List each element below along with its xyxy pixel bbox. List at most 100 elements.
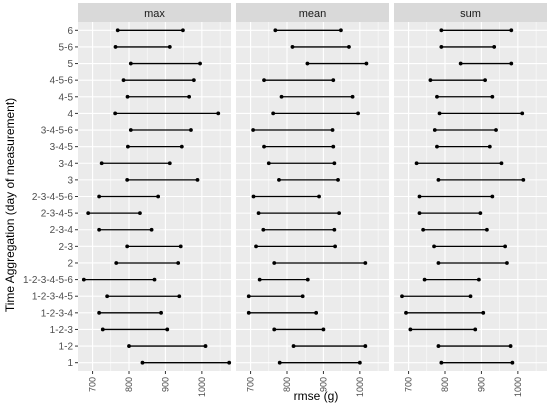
facet-label: sum [460, 8, 481, 20]
max-point [499, 161, 504, 166]
min-point [436, 177, 441, 182]
max-point [331, 78, 336, 83]
min-point [408, 327, 413, 332]
max-point [508, 344, 513, 348]
x-tick-label: 700 [88, 377, 98, 392]
min-point [127, 344, 131, 348]
max-point [476, 277, 481, 282]
y-tick-label: 4 [67, 109, 73, 120]
max-point [509, 61, 514, 66]
min-point [439, 45, 444, 49]
y-tick-label: 2-3-4-5-6 [32, 192, 74, 203]
max-point [321, 327, 326, 332]
facet-label: max [144, 8, 165, 20]
min-point [97, 310, 102, 315]
max-point [330, 128, 335, 132]
min-point [140, 360, 145, 365]
min-point [428, 78, 433, 83]
min-point [421, 227, 426, 232]
max-point [494, 128, 498, 132]
min-point [272, 327, 277, 332]
facet-strip-sum [394, 3, 547, 22]
max-point [339, 28, 343, 33]
max-point [191, 78, 196, 83]
min-point [458, 61, 463, 66]
max-point [181, 28, 185, 33]
min-point [291, 344, 296, 348]
y-axis-title: Time Aggregation (day of measurement) [3, 98, 17, 312]
min-point [435, 144, 439, 149]
x-tick-label: 900 [160, 377, 170, 392]
max-point [314, 310, 319, 315]
y-tick-label: 5 [67, 59, 73, 70]
min-point [115, 28, 120, 33]
min-point [432, 128, 437, 132]
min-point [436, 261, 441, 265]
min-point [257, 277, 262, 282]
min-point [125, 177, 130, 182]
min-point [437, 111, 442, 116]
min-point [121, 78, 126, 83]
min-point [404, 310, 408, 315]
max-point [347, 45, 351, 49]
max-point [177, 294, 182, 299]
max-point [317, 194, 321, 199]
y-tick-label: 1-2-3 [50, 325, 74, 336]
y-tick-label: 3-4-5 [50, 142, 74, 153]
x-tick-label: 800 [440, 377, 450, 392]
y-tick-label: 1-2-3-4-5-6 [23, 275, 73, 286]
min-point [128, 128, 133, 132]
min-point [305, 61, 310, 66]
axes: 700 800 900 1000 700 800 900 1000 700 800 900 1000 1… [23, 26, 523, 397]
min-point [251, 128, 256, 132]
y-tick-label: 2 [67, 258, 73, 269]
max-point [509, 28, 514, 33]
max-point [483, 78, 487, 83]
max-point [149, 227, 154, 232]
facet-strip-mean [236, 3, 389, 22]
min-point [271, 111, 276, 116]
max-point [300, 294, 305, 299]
max-point [492, 45, 497, 49]
max-point [227, 360, 232, 365]
max-point [176, 261, 181, 265]
min-point [81, 277, 86, 282]
max-point [357, 360, 362, 365]
min-point [100, 327, 105, 332]
max-point [167, 45, 172, 49]
y-tick-label: 2-3-4 [50, 225, 74, 236]
min-point [114, 261, 119, 265]
min-point [414, 161, 419, 166]
max-point [332, 161, 337, 166]
y-tick-label: 3 [67, 175, 73, 186]
y-tick-label: 4-5 [59, 92, 74, 103]
min-point [261, 227, 266, 232]
x-tick-label: 900 [476, 377, 486, 392]
max-point [305, 277, 310, 282]
max-point [336, 177, 340, 182]
max-point [363, 261, 368, 265]
min-point [439, 360, 444, 365]
y-tick-label: 1-2-3-4 [41, 308, 74, 319]
max-point [478, 211, 483, 216]
min-point [436, 344, 441, 348]
max-point [521, 177, 526, 182]
max-point [505, 261, 509, 265]
y-tick-label: 2-3-4-5 [41, 209, 74, 220]
min-point [279, 94, 284, 99]
max-point [350, 94, 355, 99]
max-point [167, 161, 172, 166]
max-point [156, 194, 161, 199]
y-tick-label: 6 [67, 26, 73, 37]
max-point [510, 360, 515, 365]
max-point [152, 277, 157, 282]
max-point [364, 61, 369, 66]
facet-strips: max mean sum [78, 3, 547, 22]
min-point [266, 161, 271, 166]
y-tick-label: 1-2 [59, 342, 74, 353]
max-point [198, 61, 202, 66]
min-point [417, 211, 422, 216]
max-point [195, 177, 200, 182]
facet-label: mean [299, 8, 327, 20]
